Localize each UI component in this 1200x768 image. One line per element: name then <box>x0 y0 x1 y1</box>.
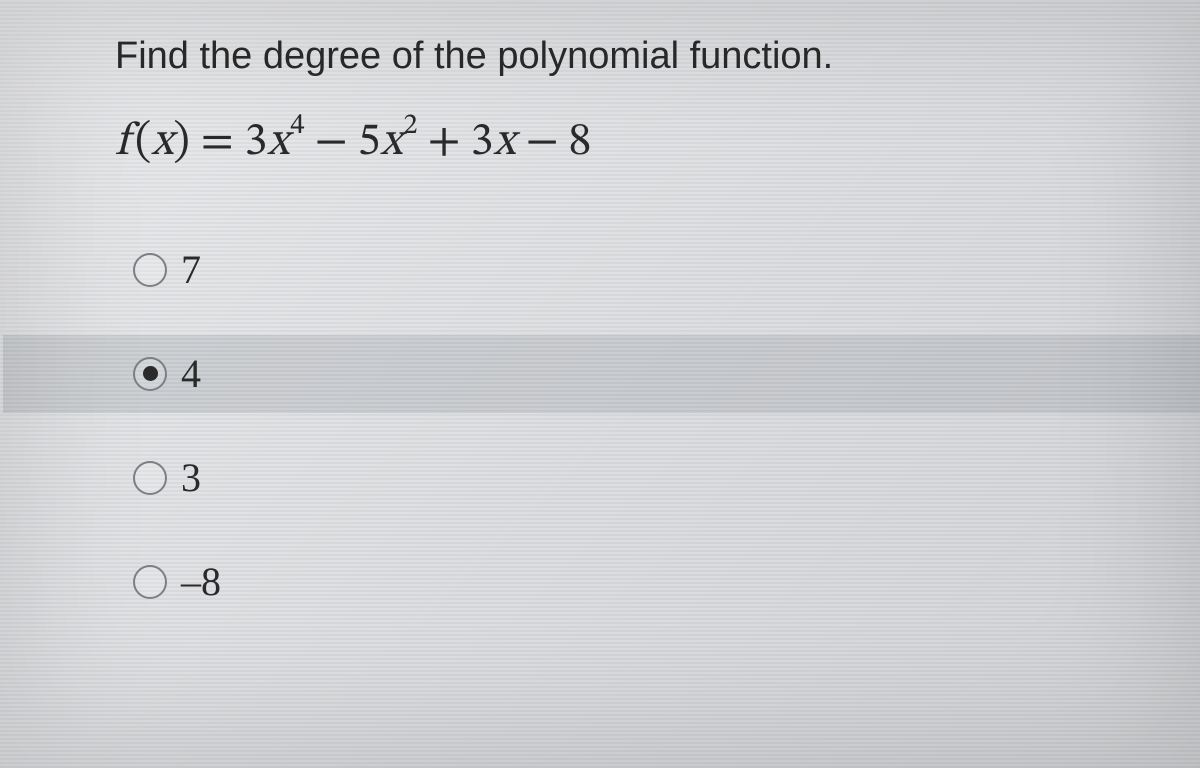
question-card: Find the degree of the polynomial functi… <box>0 0 1200 611</box>
answer-options: 7 4 3 –8 <box>115 241 1100 611</box>
option-label: –8 <box>181 562 221 602</box>
radio-icon <box>133 253 167 287</box>
answer-option-0[interactable]: 7 <box>133 241 1100 299</box>
radio-icon <box>133 565 167 599</box>
option-label: 7 <box>181 250 201 290</box>
answer-option-1[interactable]: 4 <box>133 345 1100 403</box>
option-label: 3 <box>181 458 201 498</box>
radio-icon <box>133 461 167 495</box>
question-formula: f (x) = 3x4−5x2+3x−8 <box>115 115 1100 170</box>
answer-option-2[interactable]: 3 <box>133 449 1100 507</box>
question-prompt: Find the degree of the polynomial functi… <box>115 32 1100 81</box>
option-label: 4 <box>181 354 201 394</box>
radio-icon <box>133 357 167 391</box>
answer-option-3[interactable]: –8 <box>133 553 1100 611</box>
